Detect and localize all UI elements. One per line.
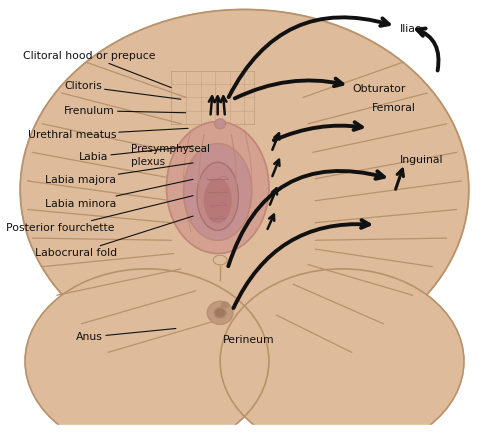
Ellipse shape	[20, 10, 468, 370]
FancyArrowPatch shape	[228, 17, 388, 97]
Circle shape	[207, 301, 232, 324]
FancyArrowPatch shape	[273, 122, 361, 140]
Text: Urethral meatus: Urethral meatus	[27, 128, 188, 140]
FancyArrowPatch shape	[267, 215, 274, 229]
FancyArrowPatch shape	[233, 220, 368, 308]
Text: Labia minora: Labia minora	[44, 179, 193, 209]
FancyArrowPatch shape	[208, 97, 214, 114]
Text: Anus: Anus	[76, 329, 176, 342]
FancyArrowPatch shape	[395, 169, 403, 189]
Text: Labia: Labia	[79, 146, 193, 162]
Text: Clitoral hood or prepuce: Clitoral hood or prepuce	[22, 51, 171, 88]
Text: Iliac: Iliac	[399, 24, 421, 34]
Ellipse shape	[166, 122, 268, 254]
Ellipse shape	[183, 144, 251, 240]
Text: Labia majora: Labia majora	[44, 163, 193, 185]
Text: Clitoris: Clitoris	[64, 82, 181, 99]
FancyArrowPatch shape	[228, 171, 383, 266]
Text: Femoral: Femoral	[371, 103, 415, 113]
Text: Perineum: Perineum	[222, 335, 274, 345]
FancyArrowPatch shape	[269, 188, 277, 205]
Ellipse shape	[25, 269, 268, 441]
Ellipse shape	[220, 269, 463, 441]
FancyArrowPatch shape	[221, 97, 226, 114]
FancyArrowPatch shape	[214, 97, 220, 114]
Ellipse shape	[221, 302, 228, 307]
Text: Frenulum: Frenulum	[64, 105, 185, 116]
Bar	[0, 425, 488, 440]
Text: Posterior fourchette: Posterior fourchette	[5, 196, 193, 233]
Ellipse shape	[197, 162, 238, 230]
Text: Presymphyseal
plexus: Presymphyseal plexus	[131, 144, 210, 167]
FancyArrowPatch shape	[234, 78, 342, 98]
Ellipse shape	[214, 119, 225, 129]
FancyArrowPatch shape	[272, 133, 279, 150]
Ellipse shape	[213, 255, 226, 265]
Ellipse shape	[204, 179, 231, 223]
Text: Inguinal: Inguinal	[399, 155, 442, 165]
FancyArrowPatch shape	[416, 29, 438, 71]
Text: Obturator: Obturator	[352, 84, 406, 93]
FancyArrowPatch shape	[272, 160, 279, 176]
Circle shape	[214, 307, 225, 318]
Text: Labocrural fold: Labocrural fold	[35, 216, 193, 258]
